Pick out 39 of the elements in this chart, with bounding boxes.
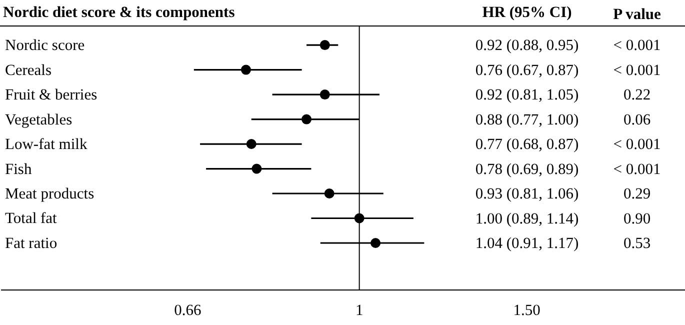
x-tick-label: 0.66 [174,302,202,320]
annotation: 0.77 (0.68, 0.87) [475,136,579,153]
annotation: 0.06 [623,111,651,128]
annotation: 0.92 (0.88, 0.95) [475,37,579,54]
annotation: 1.04 (0.91, 1.17) [475,235,579,252]
y-tick-label: Vegetables [5,111,72,128]
annotation: < 0.001 [613,62,661,79]
annotation: < 0.001 [613,160,661,178]
text: P value [613,6,662,23]
x-tick-label: 1.50 [513,302,541,320]
y-tick-label: Fish [5,160,32,178]
annotation: 1.00 (0.89, 1.14) [475,210,579,228]
point [320,90,330,100]
annotation: 0.29 [623,186,651,202]
annotation: 0.22 [623,86,651,104]
annotation: 0.53 [623,235,651,252]
chart-title: Nordic diet score & its components [3,4,235,21]
text: HR (95% CI) [482,4,572,21]
annotation: 0.90 [623,210,651,228]
annotation: 0.93 (0.81, 1.06) [475,186,579,202]
y-tick-label: Fruit & berries [5,86,98,104]
annotation: < 0.001 [613,136,661,153]
y-tick-label: Low-fat milk [5,136,88,154]
annotation: 0.92 (0.81, 1.05) [475,86,579,104]
annotation: 0.88 (0.77, 1.00) [475,111,579,128]
point [240,64,251,75]
y-tick-label: Total fat [5,210,58,228]
annotation: < 0.001 [613,37,661,54]
point [246,139,256,150]
y-tick-label: Fat ratio [5,234,58,252]
annotation: 0.78 (0.69, 0.89) [475,160,579,178]
y-tick-label: Cereals [5,62,52,79]
y-tick-label: Meat products [5,186,94,203]
point [252,164,262,174]
point [324,188,334,199]
y-tick-label: Nordic score [5,37,85,54]
annotation: 0.76 (0.67, 0.87) [475,62,579,79]
point [320,40,330,50]
x-tick-label: 1 [355,302,364,320]
